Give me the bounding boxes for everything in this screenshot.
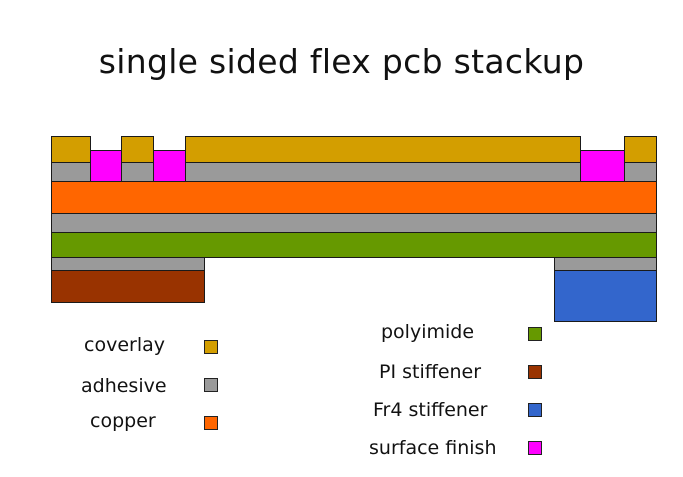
legend-swatch-coverlay xyxy=(204,340,218,354)
fr4-stiffener xyxy=(554,270,657,322)
legend-label-copper: copper xyxy=(90,410,156,432)
legend-label-coverlay: coverlay xyxy=(84,334,165,356)
legend-swatch-copper xyxy=(204,416,218,430)
polyimide-layer xyxy=(51,232,657,258)
legend-swatch-surface-finish xyxy=(528,441,542,455)
legend-label-pi-stiffener: PI stiffener xyxy=(379,361,482,383)
legend-label-surface-finish: surface finish xyxy=(369,437,497,459)
legend-swatch-adhesive xyxy=(204,378,218,392)
copper-layer xyxy=(51,181,657,214)
coverlay-segment xyxy=(185,136,581,163)
coverlay-adhesive-segment xyxy=(624,162,657,182)
coverlay-adhesive-segment xyxy=(185,162,581,182)
adhesive-layer xyxy=(51,213,657,233)
coverlay-segment xyxy=(51,136,91,163)
coverlay-adhesive-segment xyxy=(51,162,91,182)
legend-swatch-pi-stiffener xyxy=(528,365,542,379)
legend-swatch-fr4-stiffener xyxy=(528,403,542,417)
legend-label-adhesive: adhesive xyxy=(81,375,167,397)
legend-label-polyimide: polyimide xyxy=(381,321,475,343)
legend-swatch-polyimide xyxy=(528,327,542,341)
surface-finish-pad xyxy=(580,150,625,182)
stiffener-adhesive-left xyxy=(51,257,205,271)
surface-finish-pad xyxy=(153,150,186,182)
stiffener-adhesive-right xyxy=(554,257,657,271)
diagram-title: single sided flex pcb stackup xyxy=(98,42,585,81)
coverlay-segment xyxy=(624,136,657,163)
coverlay-segment xyxy=(121,136,154,163)
coverlay-adhesive-segment xyxy=(121,162,154,182)
pi-stiffener xyxy=(51,270,205,303)
surface-finish-pad xyxy=(90,150,122,182)
legend-label-fr4-stiffener: Fr4 stiffener xyxy=(373,399,488,421)
